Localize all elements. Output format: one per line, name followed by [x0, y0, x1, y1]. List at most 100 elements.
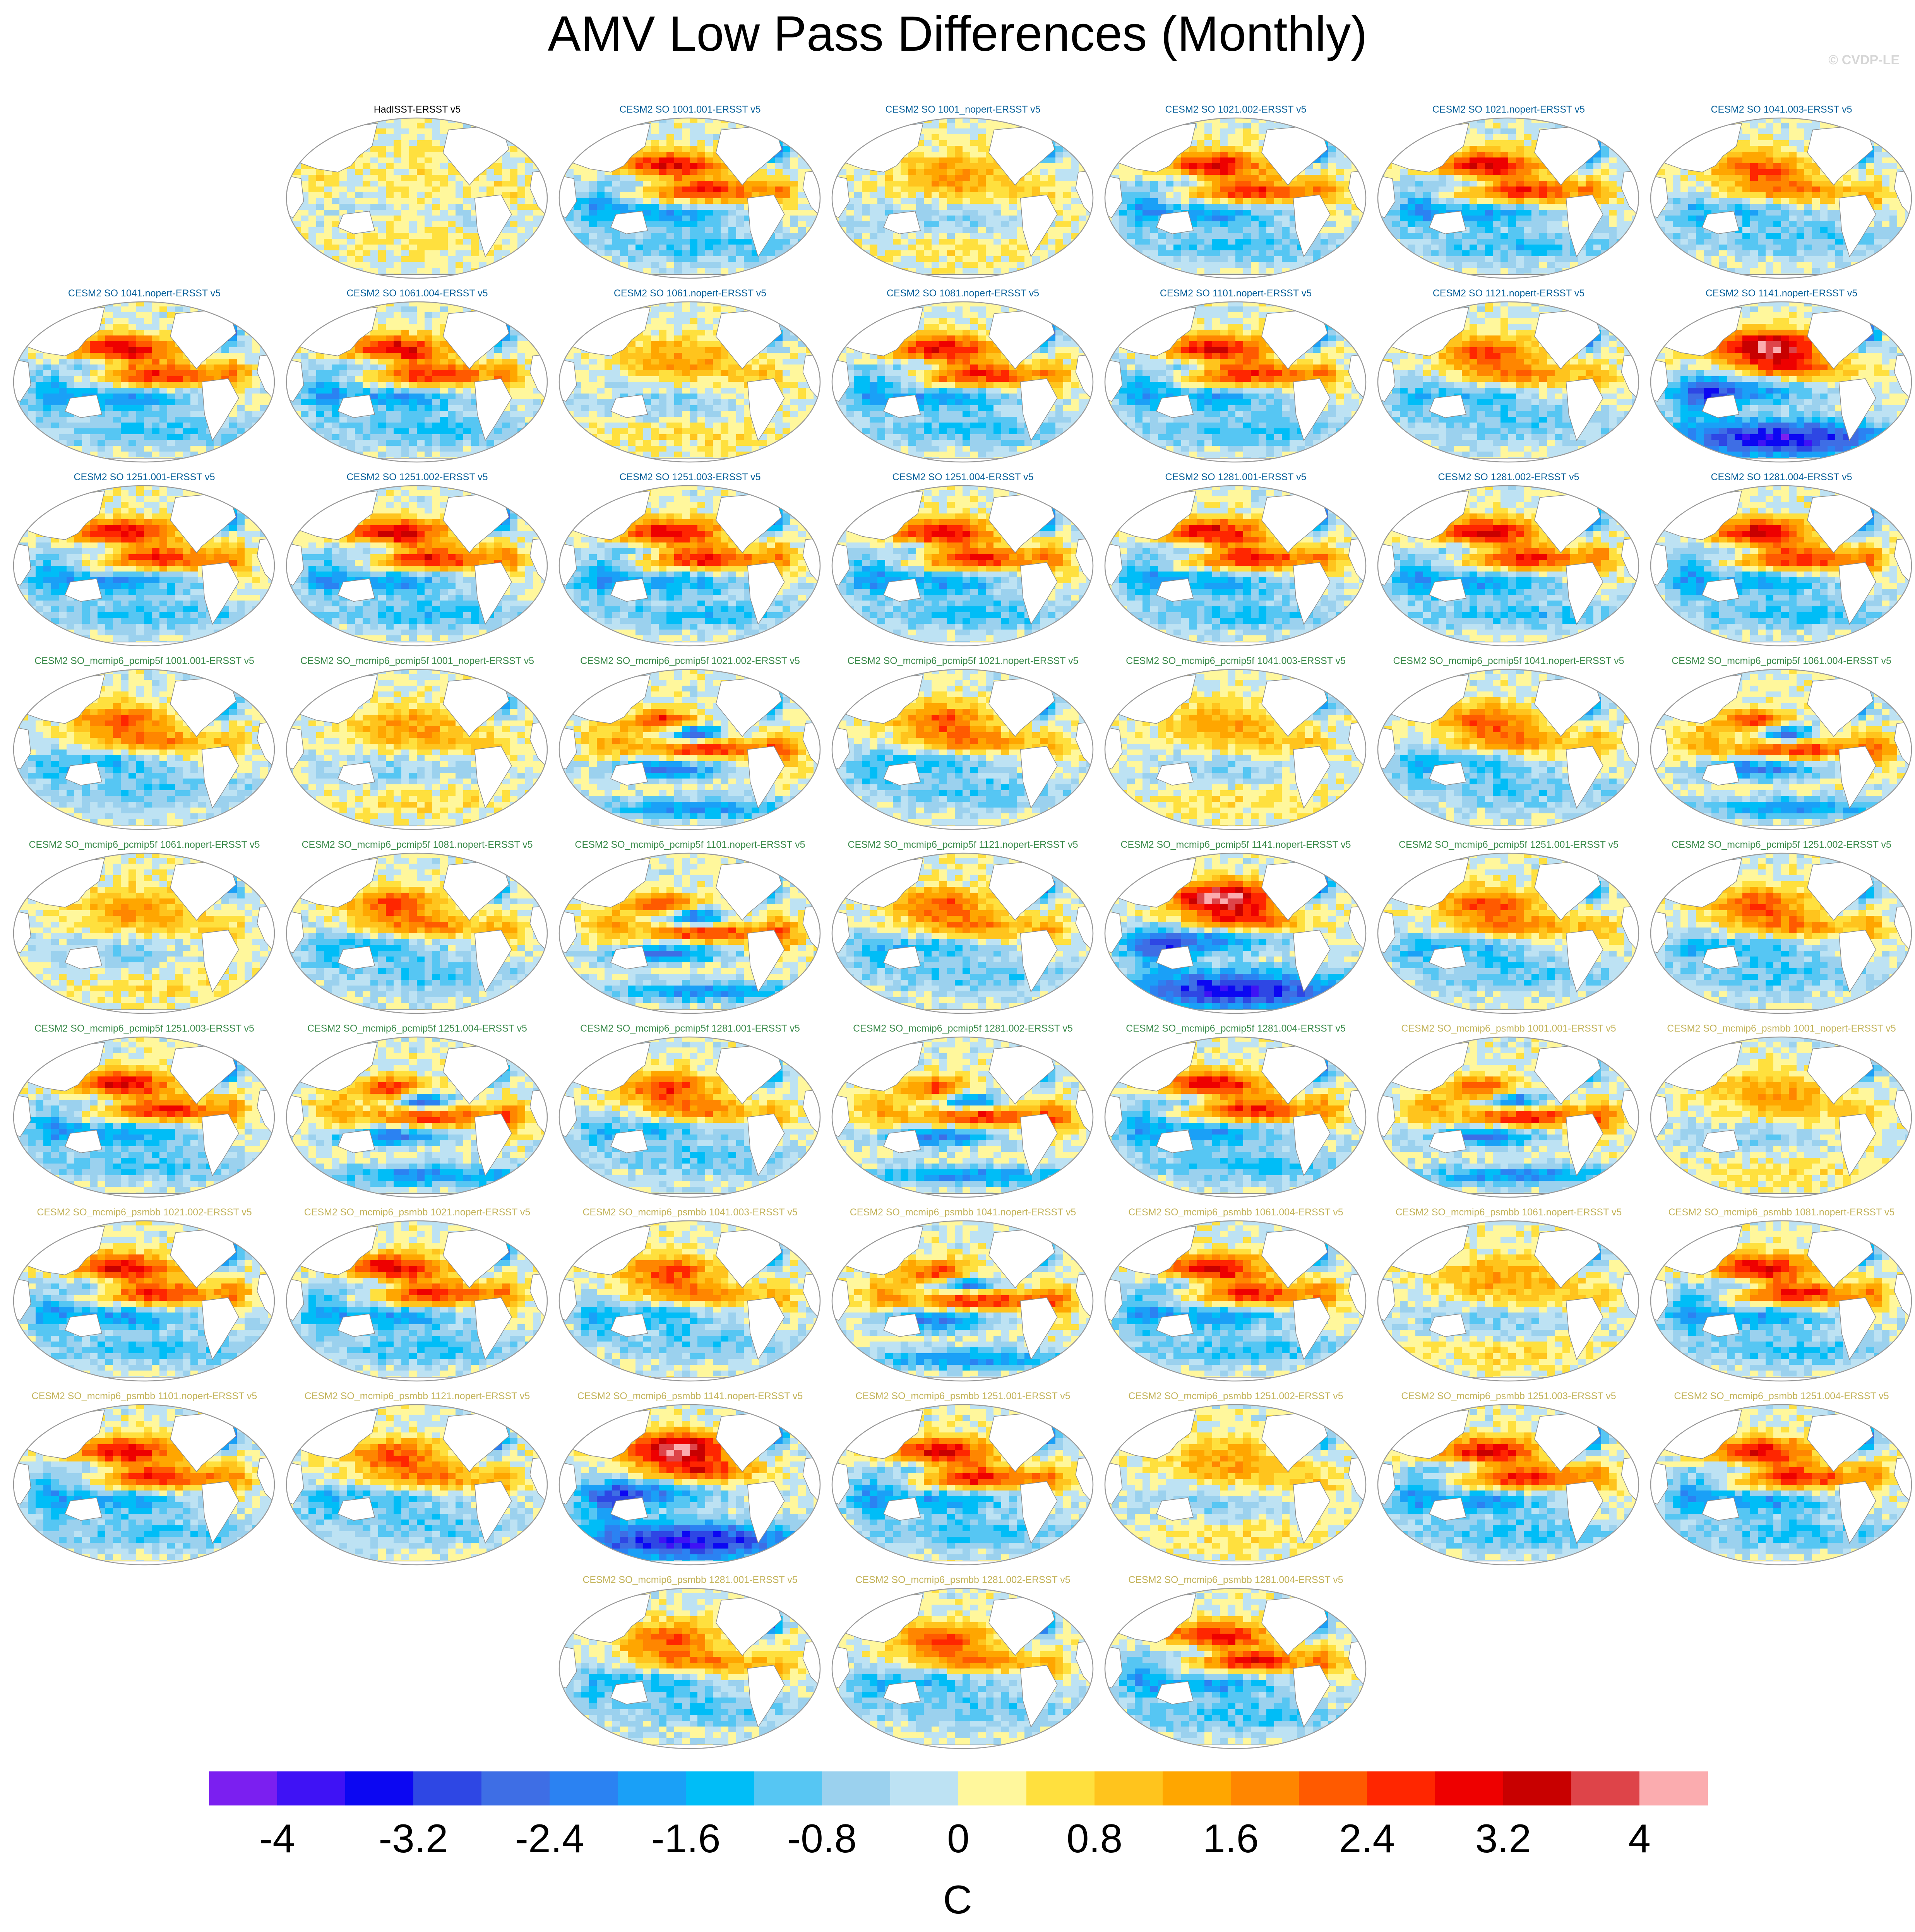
land-mass — [201, 378, 239, 441]
land-mass — [238, 1411, 255, 1425]
land-mass — [1105, 1645, 1123, 1689]
land-mass — [784, 1044, 801, 1058]
land-mass — [1602, 676, 1619, 690]
land-mass — [1602, 125, 1619, 139]
land-mass — [14, 542, 31, 586]
map-panel: CESM2 SO 1251.004-ERSST v5 — [829, 471, 1096, 653]
land-mass — [1602, 860, 1619, 874]
anomaly-map — [1104, 301, 1367, 463]
land-mass — [559, 175, 577, 218]
land-mass — [1566, 378, 1603, 441]
land-mass — [1651, 1094, 1668, 1137]
map-panel-title: CESM2 SO_mcmip6_psmbb 1021.002-ERSST v5 — [3, 1206, 286, 1218]
map-panel-title: CESM2 SO_mcmip6_psmbb 1251.004-ERSST v5 — [1640, 1390, 1915, 1402]
land-mass — [1105, 359, 1123, 402]
map-border — [13, 485, 275, 647]
map-panel-title: CESM2 SO_mcmip6_psmbb 1121.nopert-ERSST … — [276, 1390, 558, 1402]
land-mass — [1429, 1129, 1467, 1153]
map-border — [1377, 117, 1639, 279]
land-mass — [610, 210, 648, 234]
map-panel-title: CESM2 SO_mcmip6_psmbb 1001_nopert-ERSST … — [1640, 1023, 1915, 1034]
land-mass — [14, 359, 31, 402]
colorbar-swatch — [1503, 1771, 1572, 1805]
map-border — [1650, 852, 1912, 1014]
map-panel-title: CESM2 SO_mcmip6_pcmip5f 1141.nopert-ERSS… — [1095, 839, 1377, 850]
anomaly-map — [13, 485, 275, 647]
land-mass — [1156, 1681, 1194, 1705]
land-mass — [474, 562, 512, 625]
map-panel-title: CESM2 SO 1251.003-ERSST v5 — [549, 471, 831, 483]
land-mass — [784, 1411, 801, 1425]
map-panel-title: CESM2 SO_mcmip6_psmbb 1101.nopert-ERSST … — [3, 1390, 286, 1402]
anomaly-map — [1377, 1036, 1639, 1198]
land-mass — [883, 578, 921, 602]
map-border — [1650, 301, 1912, 463]
land-mass — [784, 1227, 801, 1241]
land-mass — [65, 762, 103, 786]
land-mass — [474, 929, 512, 993]
land-mass — [1838, 194, 1876, 257]
land-mass — [1156, 1497, 1194, 1521]
land-mass — [784, 860, 801, 874]
map-border — [1377, 669, 1639, 830]
land-mass — [1057, 860, 1074, 874]
land-mass — [747, 1481, 785, 1544]
land-mass — [511, 860, 528, 874]
land-mass — [1329, 308, 1346, 322]
land-mass — [1156, 946, 1194, 970]
map-border — [831, 117, 1094, 279]
land-mass — [610, 1313, 648, 1337]
map-panel-title: CESM2 SO_mcmip6_pcmip5f 1041.nopert-ERSS… — [1367, 655, 1650, 667]
land-mass — [201, 1481, 239, 1544]
colorbar-swatch — [1163, 1771, 1231, 1805]
map-panel-title: CESM2 SO 1121.nopert-ERSST v5 — [1367, 287, 1650, 299]
map-panel-title: CESM2 SO 1061.nopert-ERSST v5 — [549, 287, 831, 299]
map-panel-title: CESM2 SO 1251.004-ERSST v5 — [822, 471, 1104, 483]
land-mass — [747, 1297, 785, 1360]
land-mass — [1429, 394, 1467, 418]
anomaly-map — [1104, 1404, 1367, 1566]
land-mass — [1293, 562, 1331, 625]
land-mass — [1105, 726, 1123, 770]
map-panel-title: CESM2 SO_mcmip6_pcmip5f 1001_nopert-ERSS… — [276, 655, 558, 667]
land-mass — [1602, 1227, 1619, 1241]
land-mass — [832, 1461, 850, 1505]
colorbar-swatch — [1571, 1771, 1640, 1805]
land-mass — [1057, 1227, 1074, 1241]
map-border — [831, 1036, 1094, 1198]
map-border — [558, 1588, 821, 1749]
colorbar-swatch — [618, 1771, 686, 1805]
anomaly-map — [1377, 1404, 1639, 1566]
land-mass — [883, 1497, 921, 1521]
map-panel-title: CESM2 SO_mcmip6_psmbb 1141.nopert-ERSST … — [549, 1390, 831, 1402]
map-panel-title: CESM2 SO_mcmip6_psmbb 1061.004-ERSST v5 — [1095, 1206, 1377, 1218]
anomaly-map — [831, 1220, 1094, 1382]
map-border — [1650, 1036, 1912, 1198]
land-mass — [238, 676, 255, 690]
anomaly-map — [286, 852, 548, 1014]
land-mass — [1602, 1044, 1619, 1058]
land-mass — [238, 1227, 255, 1241]
land-mass — [286, 542, 304, 586]
map-panel-title: CESM2 SO_mcmip6_pcmip5f 1281.004-ERSST v… — [1095, 1023, 1377, 1034]
map-border — [1650, 117, 1912, 279]
colorbar-tick-label: -1.6 — [639, 1819, 732, 1859]
map-panel-title: HadISST-ERSST v5 — [276, 104, 558, 115]
map-panel: CESM2 SO_mcmip6_pcmip5f 1281.002-ERSST v… — [829, 1023, 1096, 1205]
land-mass — [201, 746, 239, 809]
anomaly-map — [558, 1220, 821, 1382]
colorbar-swatch — [958, 1771, 1027, 1805]
land-mass — [784, 308, 801, 322]
anomaly-map — [1377, 485, 1639, 647]
land-mass — [14, 726, 31, 770]
map-border — [831, 852, 1094, 1014]
map-border — [831, 485, 1094, 647]
land-mass — [511, 125, 528, 139]
map-panel: CESM2 SO_mcmip6_psmbb 1251.002-ERSST v5 — [1102, 1390, 1369, 1572]
map-panel: CESM2 SO 1001.001-ERSST v5 — [557, 104, 824, 286]
colorbar-swatch — [277, 1771, 346, 1805]
anomaly-map — [1104, 669, 1367, 830]
land-mass — [1378, 726, 1396, 770]
map-panel: CESM2 SO_mcmip6_psmbb 1121.nopert-ERSST … — [284, 1390, 551, 1572]
land-mass — [65, 1497, 103, 1521]
